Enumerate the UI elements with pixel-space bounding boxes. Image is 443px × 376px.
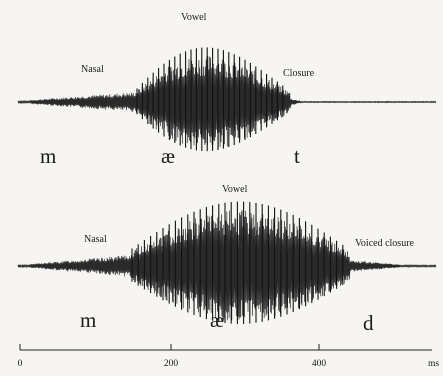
waveform-mad	[17, 201, 437, 324]
waveform-mat-label-closure: Closure	[283, 68, 315, 79]
waveform-mad-label-nasal: Nasal	[84, 234, 107, 245]
waveform-mat-label-nasal: Nasal	[81, 64, 104, 75]
time-axis-tick-label: 0	[18, 359, 23, 369]
waveform-mat-trace	[17, 47, 437, 152]
waveform-mad-phoneme-2: æ	[210, 308, 224, 332]
waveform-mad-phoneme-3: d	[363, 311, 374, 335]
waveform-mat-phoneme-1: m	[40, 144, 56, 168]
time-axis-unit: ms	[428, 359, 439, 369]
waveform-mat-phoneme-2: æ	[161, 144, 175, 168]
waveform-mat-label-vowel: Vowel	[181, 12, 207, 23]
waveform-mad-trace	[17, 201, 437, 324]
waveform-trace-fill	[17, 210, 437, 321]
waveform-mad-label-closure: Voiced closure	[355, 238, 415, 249]
waveform-mat-phoneme-3: t	[294, 144, 300, 168]
time-axis-tick-label: 200	[164, 359, 179, 369]
waveform-mad-label-vowel: Vowel	[222, 184, 248, 195]
waveform-mad-phoneme-1: m	[80, 308, 96, 332]
waveform-trace-fill	[17, 55, 437, 148]
time-axis-tick-label: 400	[312, 359, 327, 369]
time-axis	[19, 344, 432, 351]
waveform-mat	[17, 47, 437, 152]
